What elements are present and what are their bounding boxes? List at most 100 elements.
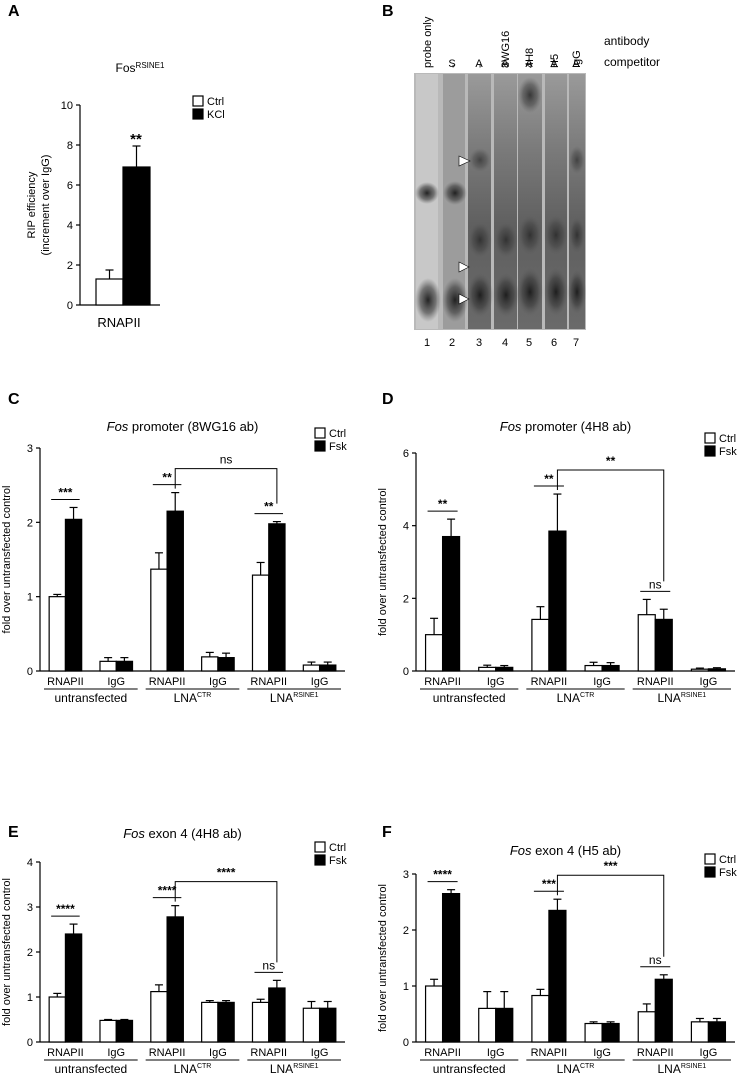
x-group-label: LNARSINE1 (658, 1062, 707, 1076)
bar-ctrl (302, 664, 321, 672)
x-group-sup: RSINE1 (293, 692, 318, 699)
bar-fsk (268, 523, 286, 672)
gel-lane-number: 5 (526, 337, 532, 349)
bar-fsk (318, 664, 337, 672)
y-tick-label: 0 (403, 666, 409, 678)
significance-label: ns (262, 958, 275, 972)
bar-ctrl (584, 1022, 603, 1043)
x-category-label: IgG (700, 676, 718, 688)
x-group-label: LNACTR (174, 1062, 212, 1076)
gel-band-mid-5 (518, 215, 542, 255)
significance-bracket (174, 468, 278, 504)
chart-title-rest: exon 4 (H5 ab) (532, 843, 622, 858)
chart-title-rest: promoter (8WG16 ab) (128, 419, 258, 434)
legend-swatch-ctrl (314, 427, 326, 439)
chart-title-rest: promoter (4H8 ab) (521, 419, 631, 434)
legend-swatch-treated (314, 440, 326, 452)
y-tick-label: 10 (61, 100, 73, 112)
legend-label-treated: Fsk (719, 446, 737, 458)
significance-bracket (174, 881, 278, 963)
legend-label-ctrl: Ctrl (329, 842, 346, 854)
bar-fsk (64, 518, 83, 672)
bar-ctrl (424, 985, 444, 1043)
bar-fsk (441, 892, 461, 1043)
chart-title: Fos exon 4 (4H8 ab) (123, 826, 242, 841)
legend-swatch-treated (192, 108, 204, 120)
bar-ctrl (478, 666, 497, 672)
bar-ctrl (99, 660, 117, 672)
gel-band-free-probe-2 (443, 181, 467, 205)
gel-competitor-value: A (475, 58, 483, 70)
x-category-label: IgG (209, 1047, 227, 1059)
panel-letter-f: F (382, 824, 392, 841)
y-axis-label-2: (increment over IgG) (40, 155, 52, 256)
bar-ctrl (150, 990, 168, 1043)
bar-ctrl (531, 618, 550, 672)
y-tick-label: 8 (67, 140, 73, 152)
gel-band-mid-4 (494, 222, 518, 258)
x-group-name: LNA (174, 691, 197, 705)
chart-title: FosRSINE1 (116, 61, 165, 75)
gel-competitor-value: A (501, 58, 509, 70)
legend-label-ctrl: Ctrl (719, 433, 736, 445)
gel-lane-number: 3 (476, 337, 482, 349)
gel-lane-label: - (447, 64, 459, 68)
x-category-label: RNAPII (424, 676, 461, 688)
gel-competitor-value: A (550, 58, 558, 70)
significance-label: ns (649, 577, 662, 591)
gel-arrowhead-1 (458, 155, 471, 167)
x-category-label: IgG (311, 676, 329, 688)
x-category-label: RNAPII (47, 676, 84, 688)
significance-label: **** (158, 884, 177, 898)
significance-label: ** (264, 500, 274, 514)
significance-label: *** (58, 485, 72, 499)
y-tick-label: 2 (403, 925, 409, 937)
gel-band-top-5 (518, 77, 542, 113)
bar-ctrl (48, 596, 67, 672)
gel-band-bottom-5 (517, 268, 543, 316)
legend-label-treated: Fsk (329, 855, 347, 867)
bar-ctrl (424, 634, 444, 672)
chart-title-gene: Fos (107, 419, 129, 434)
gel-band-bottom-7 (568, 270, 586, 314)
x-group-name: untransfected (54, 1062, 127, 1076)
x-group-label: RNAPII (97, 315, 140, 330)
chart-title-sup: RSINE1 (136, 61, 165, 70)
emsa-gel (414, 73, 586, 330)
x-category-label: RNAPII (531, 676, 568, 688)
gel-band-bottom-1 (415, 278, 441, 322)
bar-ctrl (201, 656, 219, 672)
bar-ctrl (478, 1007, 497, 1043)
legend-label-treated: Fsk (329, 441, 347, 453)
x-category-label: RNAPII (250, 1047, 287, 1059)
gel-arrowhead-3 (458, 293, 470, 305)
significance-label: ** (544, 472, 554, 486)
legend-swatch-ctrl (704, 853, 716, 865)
y-axis-label: fold over untransfected control (377, 488, 389, 636)
y-tick-label: 1 (27, 992, 33, 1004)
gel-band-mid-6 (544, 215, 568, 255)
gel-lane-label: - (474, 64, 486, 68)
gel-band-mid-3 (468, 222, 492, 258)
gel-lane-label: H5 (549, 54, 561, 68)
panel-letter-b: B (382, 3, 394, 20)
legend-label-treated: Fsk (719, 867, 737, 879)
significance-label: ** (438, 497, 448, 511)
chart-panel-e: 0 1 2 3 4 Fos exon 4 (4H8 ab) fold over untran… (1, 826, 347, 1076)
bar-ctrl (150, 568, 168, 672)
x-group-sup: RSINE1 (681, 692, 706, 699)
gel-band-top-3 (469, 148, 491, 172)
chart-title-gene: Fos (510, 843, 532, 858)
x-group-name: untransfected (433, 1062, 506, 1076)
bar-ctrl (99, 1019, 117, 1043)
bar-ctrl (251, 1001, 270, 1043)
x-group-name: untransfected (54, 691, 127, 705)
chart-title: Fos promoter (8WG16 ab) (107, 419, 259, 434)
x-category-label: RNAPII (149, 676, 186, 688)
y-tick-label: 2 (403, 593, 409, 605)
x-category-label: IgG (107, 1047, 125, 1059)
x-group-label: untransfected (54, 691, 127, 705)
x-group-name: LNA (658, 1062, 681, 1076)
gel-lane-6 (545, 74, 567, 329)
